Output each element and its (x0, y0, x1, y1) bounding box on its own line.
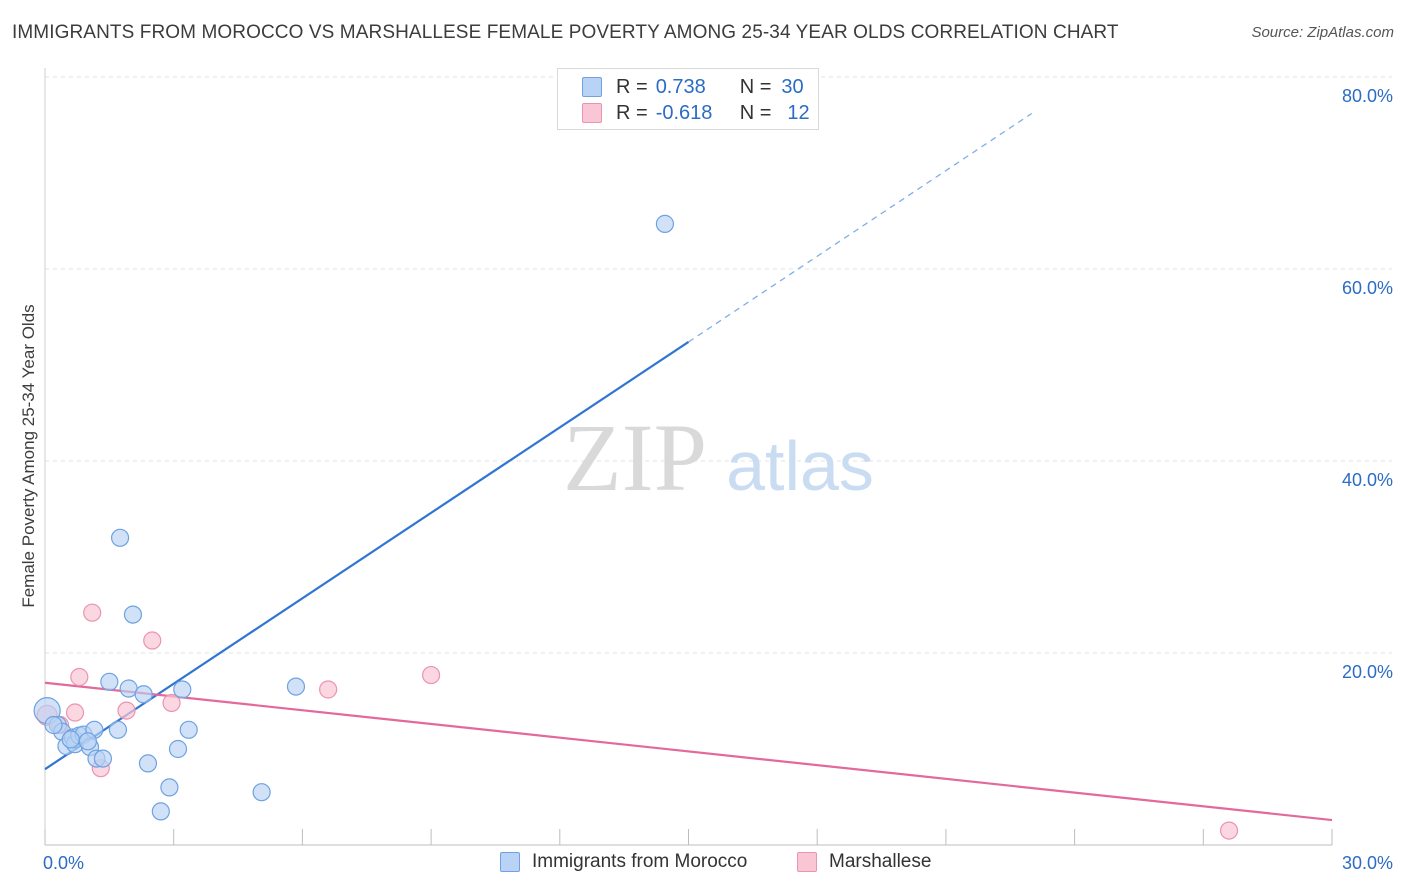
grid-layer (45, 76, 1392, 654)
y-tick-label: 40.0% (1342, 470, 1393, 490)
y-tick-label: 80.0% (1342, 86, 1393, 106)
morocco-point (78, 732, 98, 751)
marshallese-trend-line (44, 681, 1333, 822)
legend-row-morocco: R = 0.738 N = 30 (582, 75, 804, 99)
morocco-point (173, 680, 192, 699)
source-label: Source: ZipAtlas.com (1251, 24, 1394, 41)
morocco-trend-extension (688, 112, 1033, 343)
morocco-point (108, 720, 128, 739)
marshallese-point (117, 701, 136, 720)
marshallese-point (70, 667, 89, 687)
legend-r-label: R = (616, 75, 648, 98)
legend-r-value: 0.738 (655, 75, 706, 98)
morocco-point (286, 677, 306, 696)
legend-n-label: N = (739, 75, 772, 98)
legend-r-label: R = (616, 101, 648, 124)
marshallese-point (143, 631, 162, 650)
morocco-point (655, 214, 675, 233)
morocco-point (44, 715, 63, 735)
y-axis-label: Female Poverty Among 25-34 Year Olds (19, 304, 38, 608)
morocco-trend-line (44, 341, 690, 771)
correlation-legend: R = 0.738 N = 30 R = -0.618 N = 12 (557, 68, 819, 130)
morocco-point (93, 749, 113, 768)
morocco-point (61, 730, 80, 749)
bottom-legend-swatch-pink (797, 852, 817, 872)
bottom-legend-label: Marshallese (829, 851, 932, 872)
marshallese-point (1219, 821, 1239, 840)
point-layer (33, 214, 1239, 840)
morocco-point (100, 672, 119, 691)
morocco-point (134, 685, 153, 704)
y-tick-label: 60.0% (1342, 278, 1393, 298)
chart-title: IMMIGRANTS FROM MOROCCO VS MARSHALLESE F… (12, 22, 1119, 43)
watermark-atlas: atlas (726, 427, 874, 505)
bottom-legend-marshallese: Marshallese (797, 851, 931, 873)
marshallese-point (319, 680, 338, 699)
morocco-point (123, 605, 143, 624)
x-tick-label: 0.0% (43, 853, 84, 873)
legend-n-value: 12 (787, 101, 810, 124)
bottom-legend-swatch-blue (500, 852, 520, 872)
legend-n-label: N = (739, 101, 772, 124)
marshallese-point (162, 693, 181, 713)
legend-row-marshallese: R = -0.618 N = 12 (582, 101, 810, 125)
marshallese-point (83, 603, 102, 622)
morocco-point (110, 528, 130, 547)
legend-r-value: -0.618 (655, 101, 713, 124)
morocco-point (151, 802, 170, 821)
legend-n-value: 30 (781, 75, 804, 98)
marshallese-point (65, 703, 85, 722)
y-tick-label: 20.0% (1342, 662, 1393, 682)
bottom-legend-morocco: Immigrants from Morocco (500, 851, 747, 873)
morocco-point (138, 754, 158, 773)
legend-swatch-pink (582, 103, 602, 123)
legend-swatch-blue (582, 77, 602, 97)
bottom-legend-label: Immigrants from Morocco (532, 851, 748, 872)
x-tick-label: 30.0% (1342, 853, 1393, 873)
morocco-point (168, 739, 188, 759)
morocco-point (179, 720, 198, 739)
morocco-point (160, 778, 179, 797)
watermark-zip: ZIP (563, 404, 707, 511)
marshallese-point (422, 665, 441, 685)
label-layer: 20.0% 40.0% 60.0% 80.0% 0.0% 30.0% (43, 86, 1393, 873)
trend-layer (44, 112, 1333, 822)
morocco-point (252, 783, 271, 802)
